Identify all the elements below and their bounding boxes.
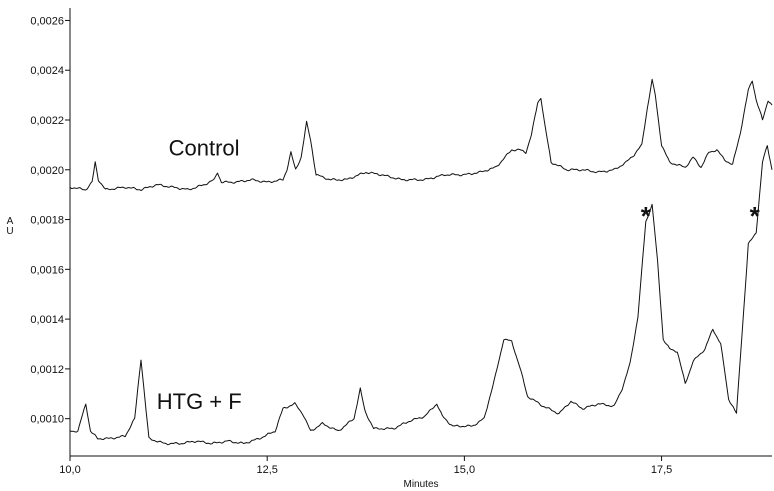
y-tick-label: 0,0024 <box>30 65 64 77</box>
htg-f-trace <box>69 145 773 446</box>
series-label-htg-f: HTG + F <box>157 389 242 414</box>
y-axis-title: AU <box>6 216 13 237</box>
control-trace <box>69 78 773 191</box>
x-axis-title: Minutes <box>403 479 438 490</box>
x-tick-label: 10,0 <box>59 464 80 476</box>
y-tick-label: 0,0012 <box>30 364 64 376</box>
x-tick-label: 15,0 <box>454 464 475 476</box>
y-tick-label: 0,0018 <box>30 215 64 227</box>
y-axis-title-letter: A <box>7 216 14 227</box>
x-tick-label: 17,5 <box>651 464 672 476</box>
y-tick-label: 0,0010 <box>30 414 64 426</box>
chromatogram-traces <box>69 78 773 446</box>
y-tick-label: 0,0022 <box>30 115 64 127</box>
y-tick-label: 0,0020 <box>30 165 64 177</box>
x-axis-ticks: 10,0 12,5 15,0 17,5 <box>59 456 672 476</box>
peak-asterisk: * <box>750 201 761 231</box>
x-tick-label: 12,5 <box>256 464 277 476</box>
y-tick-label: 0,0016 <box>30 264 64 276</box>
y-tick-label: 0,0014 <box>30 314 64 326</box>
peak-asterisk: * <box>641 201 652 231</box>
y-axis-title-letter: U <box>6 226 13 237</box>
peak-markers: * * <box>641 201 761 231</box>
series-label-control: Control <box>169 135 240 160</box>
y-tick-label: 0,0026 <box>30 15 64 27</box>
y-axis-ticks: 0,0010 0,0012 0,0014 0,0016 0,0018 0,0020 0,00… <box>30 15 70 426</box>
